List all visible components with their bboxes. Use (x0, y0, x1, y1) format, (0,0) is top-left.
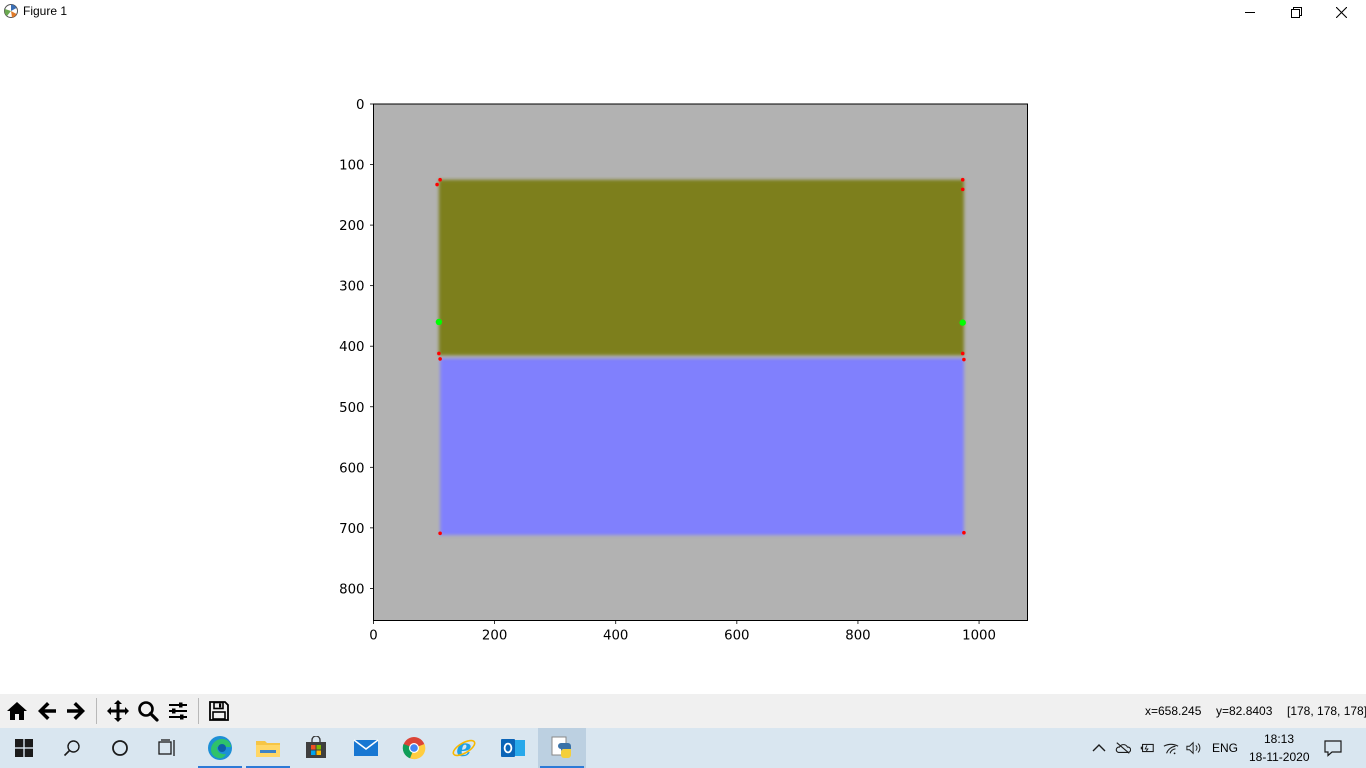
red-corner-point (438, 357, 442, 361)
green-midpoint (959, 319, 966, 326)
cursor-x-readout: x=658.245 (1145, 704, 1202, 718)
toolbar-separator (198, 698, 199, 724)
navigation-toolbar: x=658.245 y=82.8403 [178, 178, 178] (0, 694, 1366, 728)
taskbar-internet-explorer[interactable]: e (440, 728, 488, 768)
y-tick-label: 200 (339, 219, 364, 234)
home-icon (7, 702, 27, 720)
image-region-1 (438, 179, 964, 356)
window-titlebar: Figure 1 (0, 0, 1366, 24)
cortana-button[interactable] (96, 728, 144, 768)
chrome-icon (402, 737, 426, 760)
x-tick-label: 1000 (962, 629, 996, 644)
x-tick-label: 800 (845, 629, 870, 644)
python-icon (551, 736, 571, 758)
red-corner-point (438, 177, 442, 182)
y-tick-label: 500 (339, 401, 364, 416)
close-button[interactable] (1318, 0, 1364, 24)
red-corner-point (962, 357, 966, 362)
clock-date[interactable]: 18-11-2020 (1249, 750, 1310, 764)
image-plot[interactable]: 0 200 400 600 800 1000 0 100 200 300 400 500 600 700… (0, 24, 1366, 694)
back-arrow-icon (38, 702, 56, 720)
home-button[interactable] (3, 697, 31, 725)
red-corner-point (962, 530, 966, 535)
taskbar-python[interactable] (538, 728, 586, 768)
taskbar-file-explorer[interactable] (244, 728, 292, 768)
red-corner-point (960, 187, 965, 192)
taskbar-outlook[interactable] (489, 728, 537, 768)
red-corner-point (960, 177, 965, 182)
restore-button[interactable] (1273, 0, 1319, 24)
cortana-circle-icon (112, 740, 128, 756)
taskbar-mail[interactable] (342, 728, 390, 768)
toolbar-separator (96, 698, 97, 724)
search-icon (63, 740, 80, 757)
y-tick-label: 800 (339, 582, 364, 597)
windows-logo-icon (15, 739, 33, 757)
windows-taskbar: e (0, 728, 1366, 768)
internet-explorer-icon: e (452, 735, 476, 761)
pan-icon (107, 700, 129, 722)
volume-icon[interactable] (1186, 740, 1202, 756)
search-button[interactable] (48, 728, 96, 768)
clock-time[interactable]: 18:13 (1264, 732, 1295, 746)
store-bag-icon (306, 736, 326, 758)
save-icon (209, 701, 229, 721)
cursor-y-readout: y=82.8403 (1216, 704, 1273, 718)
battery-icon[interactable] (1139, 740, 1155, 756)
y-tick-label: 300 (339, 280, 364, 295)
red-corner-point (960, 351, 965, 356)
taskbar-chrome[interactable] (390, 728, 438, 768)
forward-arrow-icon (67, 702, 85, 720)
image-region-2 (440, 358, 964, 536)
zoom-icon (138, 701, 159, 722)
x-tick-label: 600 (724, 629, 749, 644)
configure-subplots-icon (169, 702, 187, 720)
mail-envelope-icon (353, 739, 379, 756)
outlook-icon (501, 739, 525, 757)
x-tick-label: 200 (482, 629, 507, 644)
task-view-icon (158, 739, 175, 756)
onedrive-offline-icon[interactable] (1115, 740, 1131, 756)
edge-browser-icon (208, 736, 232, 760)
red-corner-point (437, 351, 441, 356)
notifications-icon[interactable] (1324, 739, 1342, 757)
save-button[interactable] (205, 697, 233, 725)
task-view-button[interactable] (144, 728, 192, 768)
pixel-value-readout: [178, 178, 178] (1287, 704, 1366, 718)
y-tick-label: 100 (339, 159, 364, 174)
svg-text:e: e (456, 735, 471, 761)
y-tick-label: 700 (339, 522, 364, 537)
minimize-icon (1245, 12, 1255, 13)
zoom-button[interactable] (134, 697, 162, 725)
configure-subplots-button[interactable] (164, 697, 192, 725)
x-tick-label: 400 (603, 629, 628, 644)
show-hidden-icons-chevron-icon[interactable] (1091, 740, 1107, 756)
green-midpoint (435, 318, 443, 326)
minimize-button[interactable] (1227, 0, 1273, 24)
x-tick-label: 0 (369, 629, 377, 644)
restore-icon (1290, 6, 1302, 18)
taskbar-edge[interactable] (196, 728, 244, 768)
window-title: Figure 1 (23, 4, 68, 18)
axes-frame (373, 103, 1028, 621)
language-indicator[interactable]: ENG (1212, 741, 1239, 755)
start-button[interactable] (0, 728, 48, 768)
close-icon (1335, 6, 1347, 18)
figure-canvas[interactable]: 0 200 400 600 800 1000 0 100 200 300 400 500 600 700… (0, 24, 1366, 694)
taskbar-store[interactable] (292, 728, 340, 768)
y-tick-label: 600 (339, 461, 364, 476)
wifi-icon[interactable] (1163, 740, 1179, 756)
folder-icon (256, 741, 280, 757)
matplotlib-app-icon (3, 3, 19, 19)
y-tick-label: 0 (356, 98, 364, 113)
pan-button[interactable] (104, 697, 132, 725)
y-tick-label: 400 (339, 340, 364, 355)
back-button[interactable] (33, 697, 61, 725)
red-corner-point (435, 182, 439, 187)
red-corner-point (438, 531, 442, 536)
forward-button[interactable] (62, 697, 90, 725)
